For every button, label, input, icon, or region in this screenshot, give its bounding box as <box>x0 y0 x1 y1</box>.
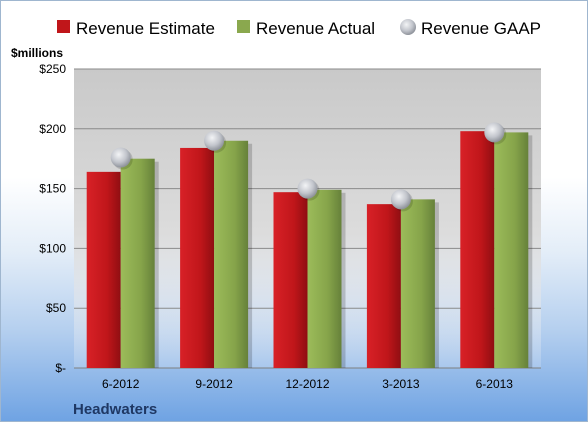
legend-label-actual: Revenue Actual <box>256 19 375 38</box>
y-tick-label: $50 <box>46 301 66 315</box>
legend-label-estimate: Revenue Estimate <box>76 19 215 38</box>
legend-item-gaap: Revenue GAAP <box>400 19 541 38</box>
legend-item-estimate: Revenue Estimate <box>57 19 215 38</box>
x-tick-label: 12-2012 <box>285 377 329 391</box>
gaap-markers <box>110 122 507 212</box>
company-name: Headwaters <box>73 401 157 418</box>
y-tick-label: $250 <box>39 62 66 76</box>
bars <box>86 131 533 368</box>
bar-revenue-estimate <box>180 147 215 368</box>
legend-item-actual: Revenue Actual <box>237 19 375 38</box>
y-tick-label: $100 <box>39 241 66 255</box>
y-tick-label: $150 <box>39 182 66 196</box>
bar-revenue-actual <box>307 189 342 368</box>
y-tick-label: $200 <box>39 122 66 136</box>
bar-revenue-actual <box>214 140 249 368</box>
bar-revenue-estimate <box>366 204 401 368</box>
bar-revenue-actual <box>120 158 155 368</box>
y-axis-ticks: $- $50 $100 $150 $200 $250 <box>39 62 66 375</box>
x-tick-label: 3-2013 <box>382 377 420 391</box>
bar-revenue-estimate <box>273 192 308 368</box>
x-tick-label: 6-2013 <box>476 377 514 391</box>
marker-revenue-gaap <box>390 189 411 210</box>
marker-revenue-gaap <box>297 178 318 199</box>
x-axis-ticks: 6-2012 9-2012 12-2012 3-2013 6-2013 <box>102 377 513 391</box>
legend-swatch-estimate <box>57 20 70 33</box>
bar-revenue-estimate <box>86 171 121 368</box>
legend-swatch-actual <box>237 20 250 33</box>
marker-revenue-gaap <box>484 122 505 143</box>
bar-revenue-actual <box>494 132 529 368</box>
marker-revenue-gaap <box>110 147 131 168</box>
legend-marker-gaap <box>400 19 416 35</box>
legend-label-gaap: Revenue GAAP <box>421 19 541 38</box>
x-tick-label: 9-2012 <box>195 377 233 391</box>
unit-label: $millions <box>11 46 63 60</box>
legend: Revenue Estimate Revenue Actual Revenue … <box>57 19 541 38</box>
bar-revenue-estimate <box>460 131 495 368</box>
marker-revenue-gaap <box>204 130 225 151</box>
bar-revenue-actual <box>400 199 435 368</box>
y-tick-label: $- <box>55 361 66 375</box>
x-tick-label: 6-2012 <box>102 377 140 391</box>
